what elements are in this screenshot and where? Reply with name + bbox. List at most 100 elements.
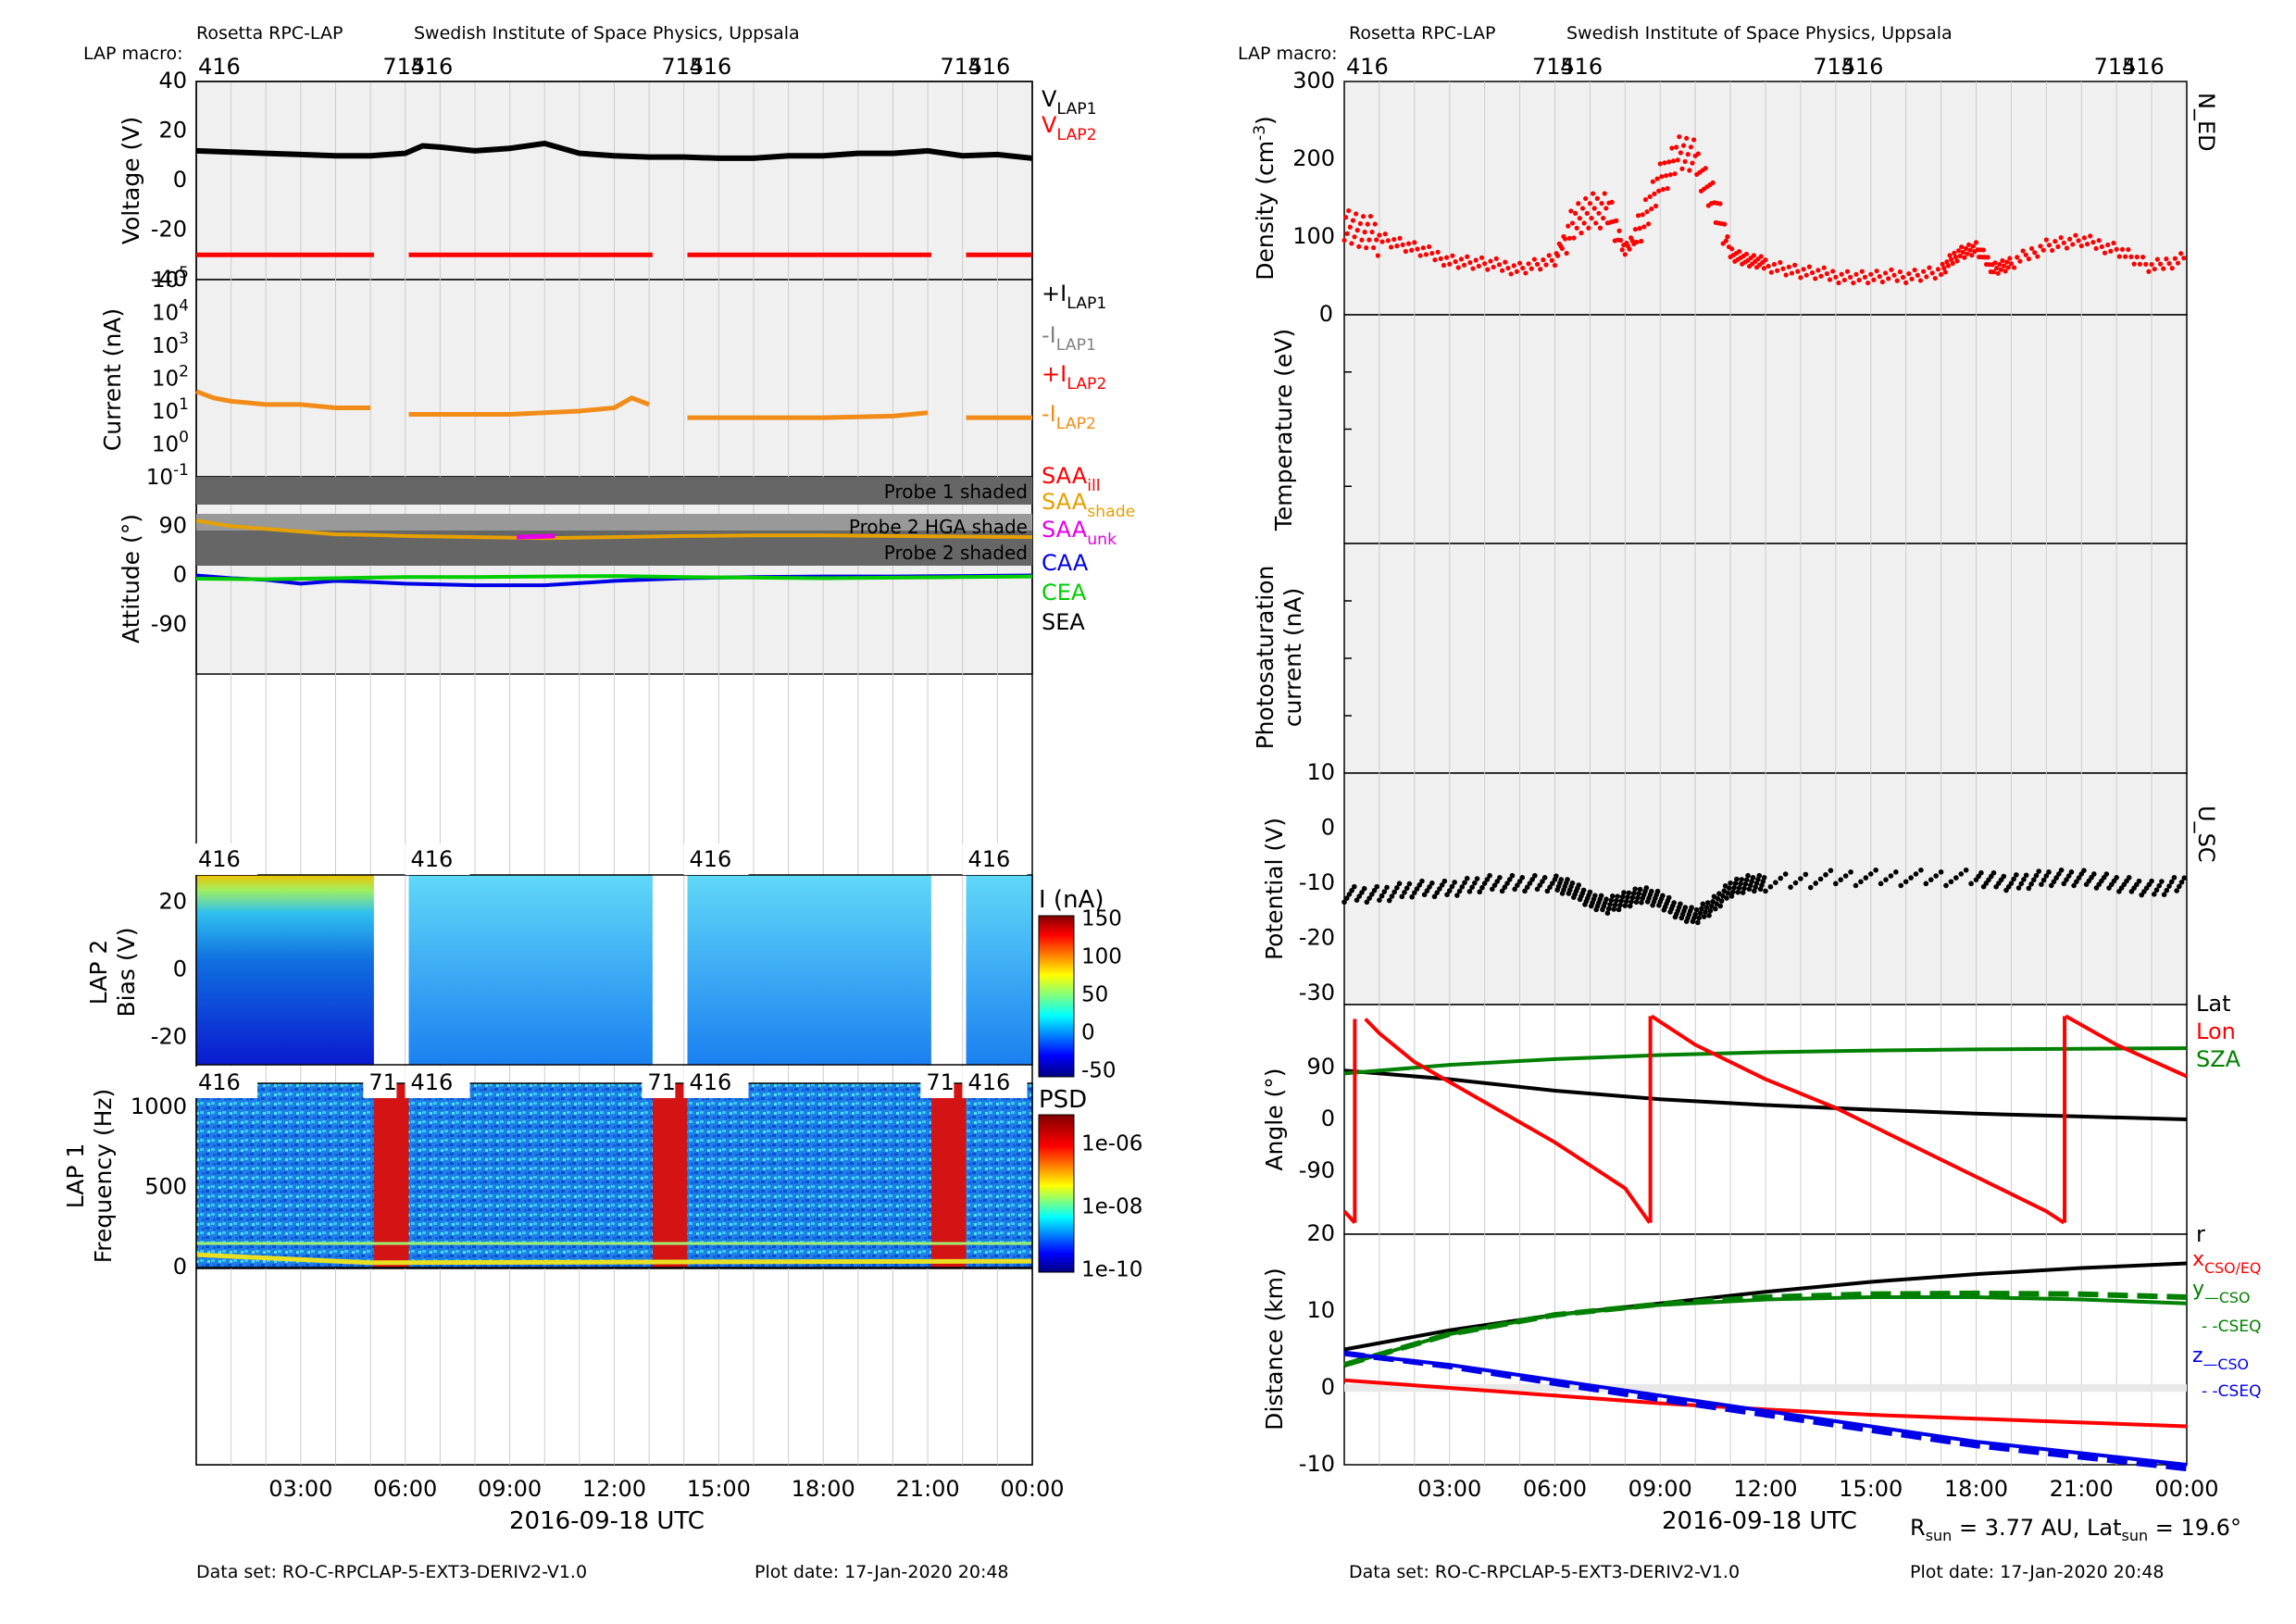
density-point [1382, 231, 1388, 237]
density-point [1780, 266, 1786, 271]
potential-point [1399, 893, 1405, 900]
potential-ytick: -30 [1299, 980, 1335, 1006]
density-point [1374, 237, 1379, 243]
density-point [1420, 245, 1426, 251]
density-point [1349, 241, 1354, 246]
potential-point [1707, 907, 1714, 914]
legend-usc: U_SC [2193, 806, 2219, 863]
potential-point [1778, 875, 1784, 881]
potential-point [1419, 878, 1425, 884]
density-point [1801, 267, 1806, 272]
density-point [1541, 257, 1546, 263]
density-point [1678, 150, 1683, 156]
probe2-shade-label: Probe 2 shaded [884, 542, 1028, 564]
potential-point [1798, 876, 1803, 881]
density-point [1590, 191, 1596, 196]
density-point [1574, 225, 1579, 231]
density-point [1932, 275, 1938, 281]
potential-point [1710, 898, 1716, 905]
attitude-saa-line [195, 518, 1033, 541]
density-point [1821, 265, 1827, 270]
potential-point [1558, 877, 1565, 882]
density-point [1443, 255, 1450, 260]
potential-point [1689, 905, 1694, 910]
density-point [1751, 253, 1756, 258]
potential-point [2015, 885, 2022, 891]
density-point [2128, 254, 2134, 259]
density-point [1853, 271, 1859, 277]
potential-point [2058, 867, 2065, 873]
density-point [1915, 272, 1920, 278]
density-point [1441, 262, 1447, 269]
density-point [2161, 266, 2166, 271]
density-point [1684, 135, 1690, 141]
density-point [1359, 237, 1365, 243]
density-point [1695, 151, 1701, 156]
attitude-saa-unk-segment [517, 533, 555, 540]
potential-point [1604, 910, 1611, 916]
distance-ytick: 10 [1306, 1297, 1335, 1323]
density-point [1370, 244, 1377, 251]
density-point [1973, 240, 1979, 245]
psd-ylabel-1: LAP 1 [62, 1143, 89, 1209]
bias-ytick: 0 [173, 956, 187, 982]
density-point [1649, 206, 1654, 212]
density-point [1868, 271, 1874, 277]
density-point [1549, 257, 1554, 263]
density-point [1616, 228, 1622, 233]
density-point [1798, 275, 1803, 281]
density-point [1927, 265, 1932, 270]
density-point [1577, 216, 1582, 221]
right-xtick: 03:00 [1417, 1476, 1481, 1502]
distance-ytick: 20 [1306, 1220, 1335, 1246]
density-point [1818, 273, 1824, 279]
potential-ylabel: Potential (V) [1261, 818, 1288, 960]
density-point [1743, 251, 1750, 257]
bias-ytick: -20 [151, 1024, 187, 1050]
density-point [1543, 262, 1549, 268]
potential-point [1721, 888, 1728, 894]
density-point [1394, 244, 1400, 249]
potential-ytick: 0 [1321, 815, 1335, 841]
potential-point [1963, 867, 1969, 873]
potential-point [1540, 879, 1545, 884]
potential-point [2149, 878, 2154, 884]
density-point [1461, 262, 1467, 268]
density-point [2032, 250, 2038, 256]
density-point [1526, 261, 1531, 267]
density-point [1520, 265, 1526, 271]
density-point [2134, 254, 2140, 260]
psd-colorbar-tick: 1e-06 [1081, 1132, 1142, 1156]
potential-point [1434, 890, 1441, 895]
density-point [1656, 188, 1662, 194]
right-xtick: 15:00 [1839, 1476, 1903, 1502]
density-point [2061, 240, 2066, 245]
potential-point [1368, 892, 1375, 897]
density-point [1771, 261, 1778, 268]
density-point [1350, 218, 1356, 223]
potential-point [1715, 895, 1721, 902]
current-ytick: 103 [152, 330, 189, 358]
density-point [1960, 249, 1965, 256]
density-point [1900, 274, 1906, 281]
potential-point [1706, 912, 1712, 918]
potential-point [1437, 886, 1442, 892]
legend-cea: CEA [1042, 580, 1087, 606]
potential-point [1842, 873, 1849, 879]
density-point [1344, 231, 1350, 236]
potential-point [2001, 873, 2007, 880]
potential-point [2076, 875, 2082, 881]
legend-ilap2-neg: -ILAP2 [1042, 401, 1096, 433]
spec-marker-box [193, 843, 257, 875]
psd-marker-box [683, 1067, 749, 1098]
density-point [2102, 250, 2108, 256]
potential-point [1696, 915, 1703, 921]
potential-point [1472, 880, 1478, 886]
potential-point [2171, 875, 2177, 881]
potential-point [1481, 881, 1488, 886]
potential-point [1489, 886, 1495, 893]
potential-point [1391, 889, 1397, 895]
potential-point [1474, 876, 1480, 881]
density-point [1672, 171, 1678, 177]
psd-macro-marker: 71 [647, 1069, 676, 1095]
